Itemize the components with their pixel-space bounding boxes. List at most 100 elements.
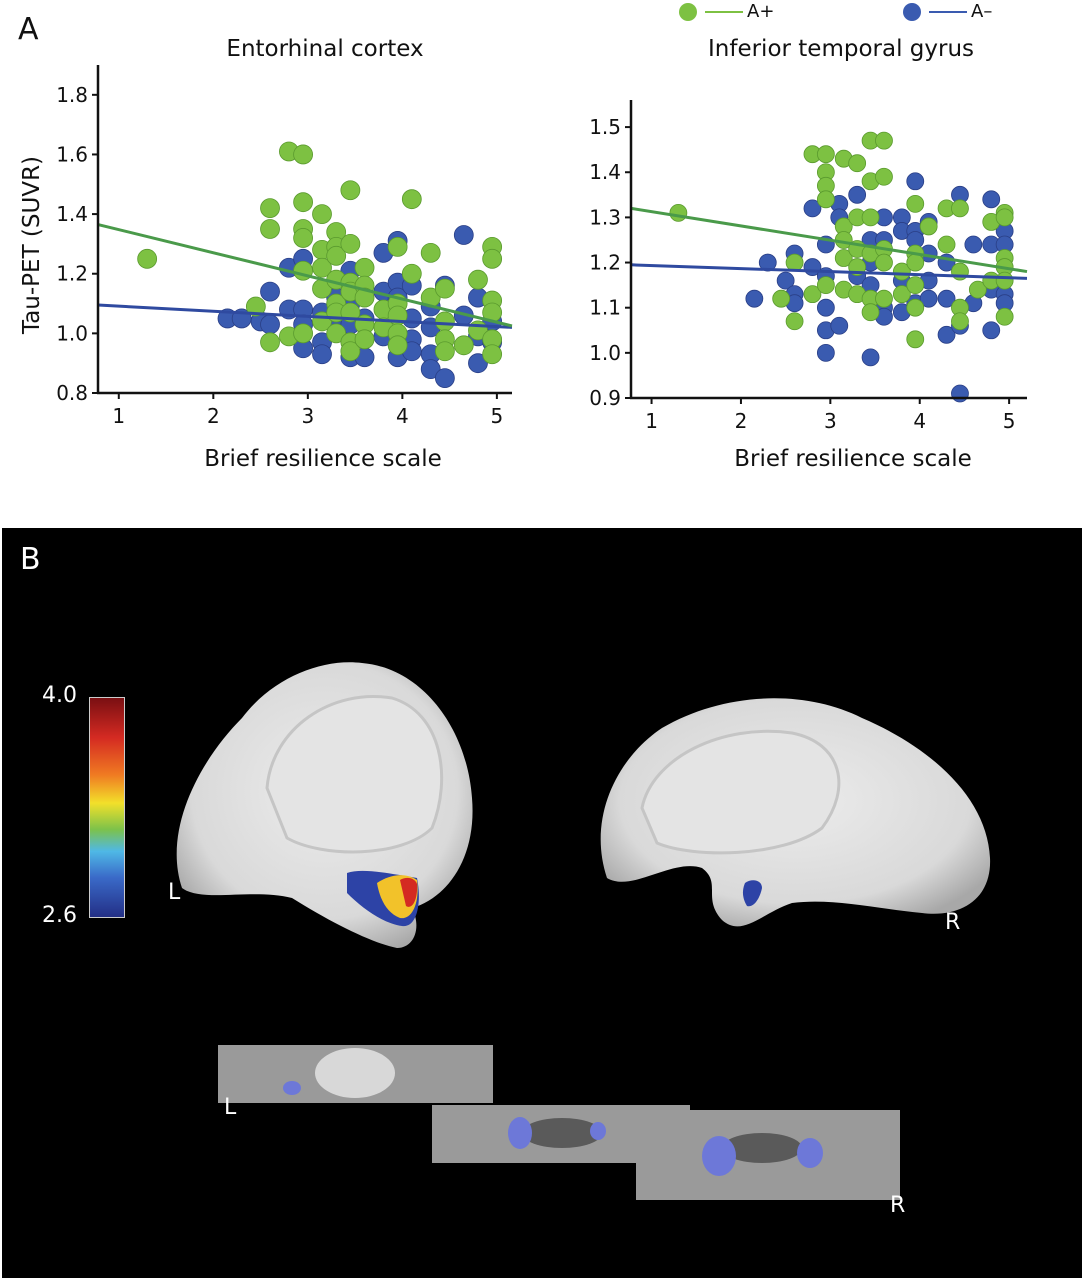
data-point-a-plus xyxy=(137,248,158,269)
data-point-a-plus xyxy=(401,263,422,284)
data-point-a-plus xyxy=(326,245,347,266)
data-point-a-plus xyxy=(816,190,835,209)
data-point-a-plus xyxy=(260,198,280,219)
data-point-a-plus xyxy=(354,287,375,308)
data-point-a-plus xyxy=(906,276,925,295)
data-point-a-plus xyxy=(401,189,422,210)
data-point-a-minus xyxy=(420,359,441,380)
scatter-chart-inferior-temporal: 1 2 3 4 5 0.9 1.0 1.1 1.2 1.3 1.4 1.5 xyxy=(589,100,1028,433)
slice-right-label: R xyxy=(890,1193,906,1218)
surface-right-hemisphere-label: R xyxy=(945,910,961,935)
left-hemisphere-medial-surface xyxy=(176,662,473,948)
y-tick-label: 1.4 xyxy=(589,160,621,184)
data-point-a-plus xyxy=(312,204,332,224)
x-tick-label: 2 xyxy=(735,409,748,433)
data-point-a-plus xyxy=(669,203,688,222)
data-point-a-plus xyxy=(293,144,314,165)
data-point-a-plus xyxy=(772,289,791,308)
data-point-a-plus xyxy=(995,307,1014,326)
brain-surfaces xyxy=(176,662,991,1200)
data-point-a-plus xyxy=(387,236,408,257)
data-point-a-plus xyxy=(951,199,969,218)
coronal-slices xyxy=(218,1045,900,1200)
fit-line-a-minus xyxy=(630,263,1028,280)
data-point-a-minus xyxy=(982,190,1001,209)
data-point-a-plus xyxy=(340,180,361,201)
data-point-a-minus xyxy=(937,325,956,344)
y-tick-label: 0.9 xyxy=(589,386,621,410)
colorbar-min-label: 2.6 xyxy=(42,903,77,928)
data-point-a-minus xyxy=(816,298,835,317)
y-tick-label: 1.2 xyxy=(589,251,621,275)
data-point-a-plus xyxy=(951,312,969,331)
legend-line-a-minus-icon xyxy=(929,10,967,13)
data-point-a-minus xyxy=(434,368,455,388)
data-point-a-plus xyxy=(995,271,1014,290)
x-tick-label: 3 xyxy=(301,404,314,428)
data-point-a-minus xyxy=(260,281,280,302)
data-point-a-plus xyxy=(482,344,503,365)
data-point-a-plus xyxy=(354,329,375,350)
data-point-a-plus xyxy=(482,248,503,269)
data-point-a-plus xyxy=(875,253,893,272)
y-tick-label: 1.8 xyxy=(56,83,88,107)
data-point-a-plus xyxy=(293,228,314,248)
legend-dot-a-plus-icon xyxy=(679,2,697,21)
data-point-a-minus xyxy=(260,314,280,335)
data-point-a-plus xyxy=(906,253,925,272)
data-point-a-plus xyxy=(937,235,956,254)
data-point-a-plus xyxy=(892,262,911,281)
data-point-a-plus xyxy=(420,242,441,263)
fit-line-a-plus xyxy=(630,206,1028,274)
colorbar xyxy=(89,697,125,918)
x-tick-label: 1 xyxy=(645,409,658,433)
data-point-a-minus xyxy=(803,199,822,218)
data-point-a-minus xyxy=(816,343,835,362)
data-point-a-plus xyxy=(293,192,314,213)
data-point-a-plus xyxy=(434,341,455,362)
data-point-a-plus xyxy=(340,341,361,362)
data-point-a-plus xyxy=(875,289,893,308)
data-point-a-plus xyxy=(968,280,987,299)
data-point-a-plus xyxy=(995,208,1014,227)
data-point-a-plus xyxy=(312,257,332,278)
data-point-a-plus xyxy=(803,285,822,304)
y-tick-label: 1.1 xyxy=(589,296,621,320)
data-point-a-minus xyxy=(758,253,777,272)
data-point-a-plus xyxy=(906,298,925,317)
data-point-a-minus xyxy=(453,225,474,245)
data-point-a-plus xyxy=(906,330,925,349)
brain-imaging-panel: B 4.0 2.6 xyxy=(2,528,1082,1278)
x-tick-label: 2 xyxy=(207,404,220,428)
surface-left-hemisphere-label: L xyxy=(168,880,181,905)
data-point-a-plus xyxy=(816,276,835,295)
data-point-a-plus xyxy=(875,167,893,186)
x-tick-label: 3 xyxy=(824,409,837,433)
right-hemisphere-medial-surface xyxy=(600,698,991,927)
x-axis-label-right: Brief resilience scale xyxy=(734,446,972,472)
legend-a-minus: A– xyxy=(903,1,992,22)
data-point-a-plus xyxy=(892,285,911,304)
panel-a-label: A xyxy=(18,12,39,47)
data-point-a-plus xyxy=(848,154,867,173)
legend-label-a-plus: A+ xyxy=(747,1,775,22)
data-point-a-minus xyxy=(312,344,332,365)
data-point-a-plus xyxy=(468,269,488,290)
data-point-a-plus xyxy=(260,219,280,239)
data-point-a-plus xyxy=(919,217,938,236)
y-tick-label: 1.0 xyxy=(589,341,621,365)
y-tick-label: 1.0 xyxy=(56,321,88,345)
legend-label-a-minus: A– xyxy=(971,1,993,22)
data-point-a-minus xyxy=(861,348,880,367)
legend-dot-a-minus-icon xyxy=(903,2,921,21)
x-tick-label: 5 xyxy=(1003,409,1016,433)
data-point-a-minus xyxy=(982,321,1001,340)
data-point-a-plus xyxy=(816,145,835,164)
y-tick-label: 1.4 xyxy=(56,202,88,226)
data-point-a-plus xyxy=(785,253,804,272)
chart-title-entorhinal: Entorhinal cortex xyxy=(226,36,424,62)
data-point-a-plus xyxy=(293,323,314,344)
scatter-chart-entorhinal: 1 2 3 4 5 0.8 1.0 1.2 1.4 1.6 1.8 xyxy=(56,65,513,428)
data-point-a-plus xyxy=(387,335,408,356)
data-point-a-minus xyxy=(906,172,925,191)
